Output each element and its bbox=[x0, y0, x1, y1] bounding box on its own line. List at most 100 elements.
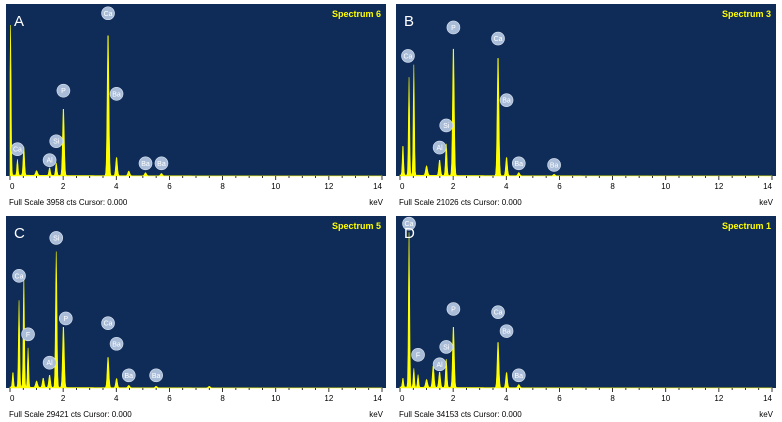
element-label-badge bbox=[499, 93, 514, 107]
element-label: P bbox=[63, 316, 68, 323]
panel-letter: D bbox=[404, 225, 415, 242]
element-label: Ba bbox=[514, 161, 523, 168]
x-axis-unit: keV bbox=[759, 410, 773, 419]
element-label-badge bbox=[439, 118, 454, 133]
element-label-badge bbox=[121, 368, 136, 383]
element-label-badge bbox=[49, 231, 64, 245]
spectrum-chart: P Ca Ca Ba Si Al Ba Ba B Spectrum 3 0 2 4 6 8 10 12 14 Ful… bbox=[396, 4, 776, 210]
x-tick-label: 0 bbox=[400, 182, 405, 191]
spectrum-chart: Si Ca P F Ca Ba Al Ba Ba C Spectrum 5 0 2 4 6 8 10 12 14 Fu… bbox=[6, 216, 386, 422]
spectrum-panel-d: Ca P Ca Ba Si F Al Ba D Spectrum 1 0 2 4 6 8 10 12 14 Full… bbox=[396, 216, 776, 422]
element-label: P bbox=[61, 88, 66, 95]
element-label-badge bbox=[547, 158, 561, 172]
element-label: Al bbox=[436, 145, 443, 152]
element-label-badge bbox=[511, 368, 526, 383]
element-label-badge bbox=[101, 6, 115, 21]
full-scale-readout: Full Scale 21026 cts Cursor: 0.000 bbox=[399, 198, 522, 207]
element-label-badge bbox=[10, 142, 25, 156]
spectrum-title: Spectrum 6 bbox=[332, 9, 381, 19]
panel-letter: C bbox=[14, 225, 25, 242]
x-axis-unit: keV bbox=[369, 198, 383, 207]
element-label: Ca bbox=[13, 147, 22, 154]
element-label-badge bbox=[56, 83, 71, 98]
x-tick-label: 12 bbox=[714, 182, 723, 191]
x-tick-label: 4 bbox=[504, 182, 509, 191]
element-label-badge bbox=[42, 153, 57, 167]
x-tick-label: 2 bbox=[451, 182, 456, 191]
element-label: Ba bbox=[514, 373, 523, 380]
element-label-badge bbox=[12, 269, 26, 283]
x-tick-label: 6 bbox=[167, 182, 172, 191]
element-label-badge bbox=[491, 31, 505, 46]
element-label-badge bbox=[58, 311, 73, 326]
x-tick-label: 14 bbox=[763, 394, 772, 403]
x-tick-label: 8 bbox=[610, 182, 615, 191]
x-tick-label: 8 bbox=[220, 182, 225, 191]
x-tick-label: 10 bbox=[661, 394, 670, 403]
element-label-badge bbox=[499, 324, 514, 338]
full-scale-readout: Full Scale 34153 cts Cursor: 0.000 bbox=[399, 410, 522, 419]
element-label-badge bbox=[154, 156, 169, 171]
element-label-badge bbox=[49, 134, 64, 149]
x-tick-label: 8 bbox=[220, 394, 225, 403]
element-label: P bbox=[451, 307, 456, 314]
x-tick-label: 12 bbox=[714, 394, 723, 403]
x-tick-label: 0 bbox=[400, 394, 405, 403]
spectrum-panel-a: Ca P Ba Si Ca Al Ba Ba A Spectrum 6 0 2 4 6 8 10 12 14 Ful… bbox=[6, 4, 386, 210]
spectrum-panel-c: Si Ca P F Ca Ba Al Ba Ba C Spectrum 5 0 2 4 6 8 10 12 14 Fu… bbox=[6, 216, 386, 422]
element-label: Ba bbox=[124, 373, 133, 380]
element-label: Si bbox=[53, 235, 60, 242]
spectrum-chart: Ca P Ca Ba Si F Al Ba D Spectrum 1 0 2 4 6 8 10 12 14 Full… bbox=[396, 216, 776, 422]
element-label: Ba bbox=[502, 98, 511, 105]
element-label-badge bbox=[42, 355, 57, 370]
panel-letter: B bbox=[404, 13, 414, 30]
element-label-badge bbox=[21, 327, 35, 342]
element-label: Ca bbox=[15, 273, 24, 280]
x-tick-label: 6 bbox=[557, 182, 562, 191]
element-label: Ba bbox=[157, 161, 166, 168]
element-label-badge bbox=[411, 348, 425, 362]
x-tick-label: 2 bbox=[61, 394, 66, 403]
spectrum-curve bbox=[399, 48, 773, 177]
x-tick-label: 14 bbox=[373, 182, 382, 191]
spectrum-panel-b: P Ca Ca Ba Si Al Ba Ba B Spectrum 3 0 2 4 6 8 10 12 14 Ful… bbox=[396, 4, 776, 210]
element-label: Si bbox=[443, 344, 450, 351]
element-label: Ca bbox=[405, 221, 414, 228]
full-scale-readout: Full Scale 29421 cts Cursor: 0.000 bbox=[9, 410, 132, 419]
element-label-badge bbox=[401, 49, 415, 63]
x-axis-unit: keV bbox=[369, 410, 383, 419]
element-label-badge bbox=[491, 305, 505, 319]
panel-letter: A bbox=[14, 13, 24, 30]
x-tick-label: 0 bbox=[10, 182, 15, 191]
element-label-badge bbox=[511, 156, 526, 171]
element-label: Ca bbox=[104, 321, 113, 328]
spectrum-curve bbox=[399, 232, 773, 389]
spectrum-title: Spectrum 3 bbox=[722, 9, 771, 19]
element-label: Ba bbox=[112, 91, 121, 98]
element-label-badge bbox=[101, 316, 115, 331]
element-label-badge bbox=[439, 340, 454, 354]
x-tick-label: 4 bbox=[114, 394, 119, 403]
plot-area bbox=[396, 4, 776, 176]
x-tick-label: 2 bbox=[61, 182, 66, 191]
x-tick-label: 6 bbox=[167, 394, 172, 403]
element-label: Al bbox=[46, 158, 53, 165]
spectrum-chart: Ca P Ba Si Ca Al Ba Ba A Spectrum 6 0 2 4 6 8 10 12 14 Ful… bbox=[6, 4, 386, 210]
full-scale-readout: Full Scale 3958 cts Cursor: 0.000 bbox=[9, 198, 128, 207]
element-label: Ba bbox=[550, 162, 559, 169]
element-label: Al bbox=[436, 362, 443, 369]
element-label: Si bbox=[443, 123, 450, 130]
spectrum-title: Spectrum 1 bbox=[722, 221, 771, 231]
element-label: F bbox=[26, 332, 30, 339]
x-tick-label: 14 bbox=[373, 394, 382, 403]
plot-area bbox=[396, 216, 776, 388]
x-tick-label: 14 bbox=[763, 182, 772, 191]
x-tick-label: 6 bbox=[557, 394, 562, 403]
x-axis-unit: keV bbox=[759, 198, 773, 207]
x-tick-label: 4 bbox=[114, 182, 119, 191]
element-label: Ca bbox=[403, 53, 412, 60]
spectrum-curve bbox=[9, 24, 383, 177]
x-tick-label: 12 bbox=[324, 394, 333, 403]
x-tick-label: 2 bbox=[451, 394, 456, 403]
element-label: Ca bbox=[494, 310, 503, 317]
